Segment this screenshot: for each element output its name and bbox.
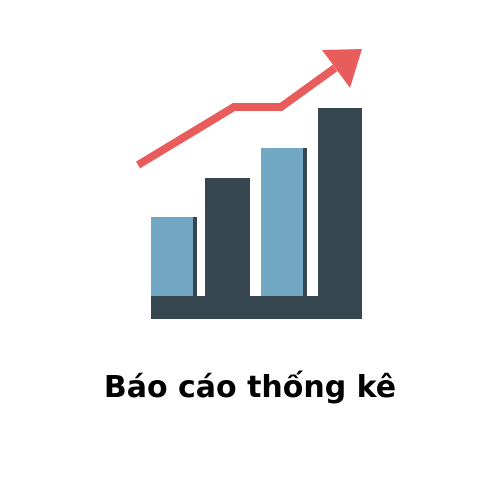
chart-base — [151, 296, 362, 319]
bar-2 — [205, 178, 250, 296]
growth-arrow-head — [322, 49, 362, 88]
bar-4 — [318, 108, 362, 296]
bar-1-shade — [193, 217, 197, 296]
growth-arrow-line — [135, 64, 338, 169]
bar-3 — [261, 148, 303, 296]
caption-title: Báo cáo thống kê — [103, 370, 397, 405]
bar-1 — [151, 217, 193, 296]
bar-3-shade — [303, 148, 307, 296]
